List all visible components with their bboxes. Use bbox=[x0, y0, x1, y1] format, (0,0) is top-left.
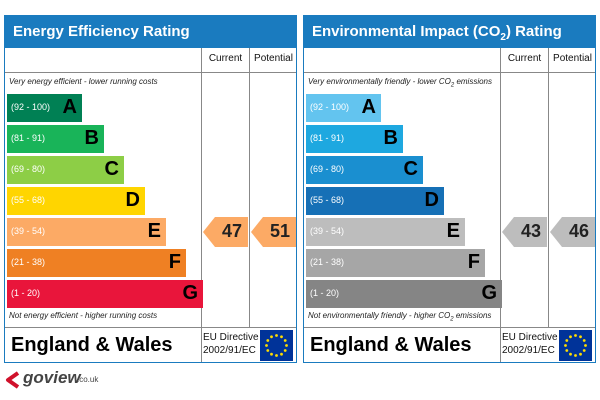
band-c: (69 - 80) C bbox=[7, 156, 124, 184]
goview-logo[interactable]: goview .co.uk bbox=[5, 368, 115, 390]
logo-tld: .co.uk bbox=[77, 375, 99, 384]
energy-bottom-note: Not energy efficient - higher running co… bbox=[9, 311, 158, 320]
band-g: (1 - 20) G bbox=[7, 280, 203, 308]
band-c: (69 - 80) C bbox=[306, 156, 423, 184]
band-range: (21 - 38) bbox=[11, 257, 46, 267]
band-g: (1 - 20) G bbox=[306, 280, 502, 308]
current-rating-marker: 47 bbox=[203, 217, 248, 247]
band-d: (55 - 68) D bbox=[306, 187, 444, 215]
energy-directive-line2: 2002/91/EC bbox=[203, 345, 256, 356]
current-rating-marker: 43 bbox=[502, 217, 547, 247]
environment-directive-line1: EU Directive bbox=[502, 332, 558, 343]
current-rating-value: 47 bbox=[221, 221, 242, 241]
band-range: (92 - 100) bbox=[310, 102, 350, 112]
band-letter: F bbox=[467, 251, 480, 273]
band-letter: D bbox=[125, 189, 140, 211]
energy-directive: EU Directive 2002/91/EC bbox=[203, 331, 259, 357]
environment-bottom-note: Not environmentally friendly - higher CO… bbox=[308, 311, 492, 323]
environment-footer: England & Wales EU Directive 2002/91/EC bbox=[304, 328, 595, 362]
energy-current-header: Current bbox=[201, 48, 249, 72]
band-letter: A bbox=[361, 96, 376, 118]
band-letter: C bbox=[104, 158, 119, 180]
energy-directive-line1: EU Directive bbox=[203, 332, 259, 343]
eu-flag-icon bbox=[559, 330, 592, 361]
band-range: (81 - 91) bbox=[11, 133, 46, 143]
potential-rating-value: 46 bbox=[568, 221, 589, 241]
band-range: (39 - 54) bbox=[310, 226, 345, 236]
band-letter: C bbox=[403, 158, 418, 180]
band-letter: E bbox=[147, 220, 161, 242]
energy-country: England & Wales bbox=[11, 334, 173, 356]
environment-country: England & Wales bbox=[310, 334, 472, 356]
band-letter: A bbox=[62, 96, 77, 118]
band-range: (39 - 54) bbox=[11, 226, 46, 236]
band-f: (21 - 38) F bbox=[7, 249, 186, 277]
potential-rating-value: 51 bbox=[269, 221, 290, 241]
environment-potential-header: Potential bbox=[548, 48, 596, 72]
band-range: (1 - 20) bbox=[11, 288, 41, 298]
environment-directive: EU Directive 2002/91/EC bbox=[502, 331, 558, 357]
current-rating-value: 43 bbox=[520, 221, 541, 241]
band-f: (21 - 38) F bbox=[306, 249, 485, 277]
environment-top-note: Very environmentally friendly - lower CO… bbox=[308, 77, 493, 89]
band-e: (39 - 54) E bbox=[7, 218, 166, 246]
energy-potential-header: Potential bbox=[249, 48, 297, 72]
band-range: (92 - 100) bbox=[11, 102, 51, 112]
band-e: (39 - 54) E bbox=[306, 218, 465, 246]
band-letter: B bbox=[383, 127, 398, 149]
band-range: (21 - 38) bbox=[310, 257, 345, 267]
potential-rating-marker: 46 bbox=[550, 217, 595, 247]
band-b: (81 - 91) B bbox=[7, 125, 104, 153]
energy-efficiency-panel: Energy Efficiency Rating Current Potenti… bbox=[4, 15, 297, 363]
band-letter: B bbox=[84, 127, 99, 149]
band-letter: D bbox=[424, 189, 439, 211]
logo-brand: goview bbox=[23, 368, 81, 387]
band-d: (55 - 68) D bbox=[7, 187, 145, 215]
energy-panel-title: Energy Efficiency Rating bbox=[5, 16, 296, 48]
environment-directive-line2: 2002/91/EC bbox=[502, 345, 555, 356]
band-letter: F bbox=[168, 251, 181, 273]
band-letter: E bbox=[446, 220, 460, 242]
goview-logo-icon bbox=[6, 371, 20, 389]
environment-panel-title: Environmental Impact (CO2) Rating bbox=[304, 16, 595, 48]
band-letter: G bbox=[481, 282, 497, 304]
potential-rating-marker: 51 bbox=[251, 217, 296, 247]
eu-flag-icon bbox=[260, 330, 293, 361]
band-range: (55 - 68) bbox=[11, 195, 46, 205]
band-range: (69 - 80) bbox=[11, 164, 46, 174]
band-a: (92 - 100) A bbox=[306, 94, 381, 122]
band-range: (55 - 68) bbox=[310, 195, 345, 205]
band-a: (92 - 100) A bbox=[7, 94, 82, 122]
environment-current-header: Current bbox=[500, 48, 548, 72]
band-range: (69 - 80) bbox=[310, 164, 345, 174]
band-letter: G bbox=[182, 282, 198, 304]
band-range: (81 - 91) bbox=[310, 133, 345, 143]
energy-top-note: Very energy efficient - lower running co… bbox=[9, 77, 158, 86]
environmental-impact-panel: Environmental Impact (CO2) Rating Curren… bbox=[303, 15, 596, 363]
band-range: (1 - 20) bbox=[310, 288, 340, 298]
energy-footer: England & Wales EU Directive 2002/91/EC bbox=[5, 328, 296, 362]
band-b: (81 - 91) B bbox=[306, 125, 403, 153]
